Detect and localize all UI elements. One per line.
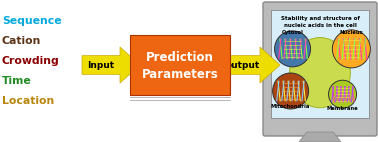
Text: Parameters: Parameters (142, 67, 218, 81)
Text: Mitochondria: Mitochondria (271, 104, 310, 109)
FancyBboxPatch shape (271, 10, 369, 118)
FancyBboxPatch shape (263, 2, 377, 136)
Ellipse shape (290, 37, 350, 108)
Circle shape (332, 30, 370, 68)
Text: nucleic acids in the cell: nucleic acids in the cell (284, 23, 356, 28)
FancyBboxPatch shape (130, 35, 230, 95)
Text: Prediction: Prediction (146, 51, 214, 64)
Text: Input: Input (87, 60, 115, 69)
Polygon shape (299, 132, 341, 142)
Text: Stability and structure of: Stability and structure of (280, 16, 359, 21)
Text: Crowding: Crowding (2, 56, 60, 66)
Text: Cation: Cation (2, 36, 41, 46)
Circle shape (273, 73, 308, 109)
Text: output: output (225, 60, 260, 69)
Text: Cytosol: Cytosol (282, 30, 304, 35)
Polygon shape (225, 47, 280, 83)
Text: Location: Location (2, 96, 54, 106)
Circle shape (274, 31, 311, 67)
Text: Nucleus: Nucleus (339, 30, 363, 35)
Text: Sequence: Sequence (2, 16, 62, 26)
Circle shape (328, 80, 356, 108)
Text: Time: Time (2, 76, 32, 86)
Polygon shape (82, 47, 140, 83)
Text: Membrane: Membrane (327, 106, 358, 111)
